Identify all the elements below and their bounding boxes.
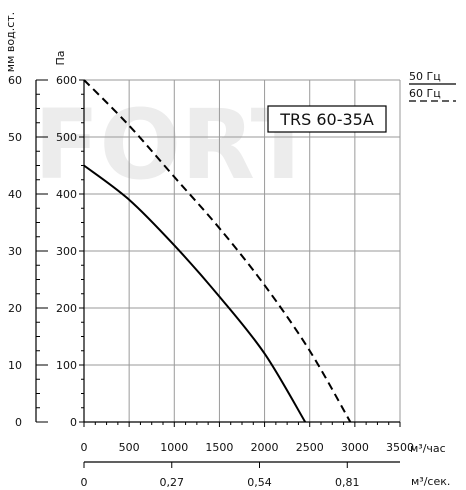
- y-primary-tick-label: 600: [56, 74, 77, 87]
- chart-title: TRS 60-35A: [279, 110, 374, 129]
- x-secondary-tick-label: 0: [81, 476, 88, 489]
- grid: [84, 79, 401, 422]
- x-primary-tick-label: 0: [81, 441, 88, 454]
- y-primary-tick-label: 400: [56, 188, 77, 201]
- y-primary-tick-label: 300: [56, 245, 77, 258]
- y-secondary-tick-label: 0: [15, 416, 22, 429]
- series-group: [83, 79, 352, 423]
- x-secondary-ticks: 0 0,27 0,54 0,81: [81, 462, 360, 489]
- series-line-50hz: [83, 164, 307, 423]
- x-primary-tick-label: 1000: [160, 441, 188, 454]
- y-secondary-tick-label: 50: [8, 131, 22, 144]
- y-primary-tick-label: 200: [56, 302, 77, 315]
- x-primary-axis-label: м³/час: [410, 442, 446, 455]
- y-primary-tick-label: 500: [56, 131, 77, 144]
- x-primary-tick-label: 1500: [205, 441, 233, 454]
- y-secondary-tick-label: 20: [8, 302, 22, 315]
- y-primary-tick-label: 100: [56, 359, 77, 372]
- x-primary-tick-label: 500: [119, 441, 140, 454]
- x-primary-tick-label: 2500: [296, 441, 324, 454]
- x-primary-ticks: 0 500 1000 1500 2000 2500 3000 3500: [81, 422, 414, 454]
- legend-label: 50 Гц: [409, 70, 441, 83]
- x-secondary-tick-label: 0,27: [160, 476, 185, 489]
- y-primary-tick-label: 0: [70, 416, 77, 429]
- y-secondary-tick-label: 40: [8, 188, 22, 201]
- series-line-60hz: [83, 79, 352, 423]
- x-primary-tick-label: 2000: [251, 441, 279, 454]
- y-secondary-ticks: 0 10 20 30 40 50 60: [8, 74, 48, 429]
- y-secondary-tick-label: 60: [8, 74, 22, 87]
- title-box: [267, 105, 387, 133]
- y-secondary-tick-label: 30: [8, 245, 22, 258]
- x-primary-tick-label: 3500: [386, 441, 414, 454]
- y-primary-axis-label: Па: [54, 50, 67, 65]
- x-secondary-tick-label: 0,54: [247, 476, 272, 489]
- x-secondary-axis-label: м³/сек.: [411, 475, 450, 488]
- y-primary-ticks: 0 100 200 300 400 500 600: [56, 74, 84, 429]
- x-secondary-tick-label: 0,81: [335, 476, 360, 489]
- legend: 50 Гц 60 Гц: [409, 70, 456, 102]
- y-secondary-tick-label: 10: [8, 359, 22, 372]
- x-primary-tick-label: 3000: [341, 441, 369, 454]
- legend-label: 60 Гц: [409, 87, 441, 100]
- y-secondary-axis-label: мм вод.ст.: [4, 12, 17, 72]
